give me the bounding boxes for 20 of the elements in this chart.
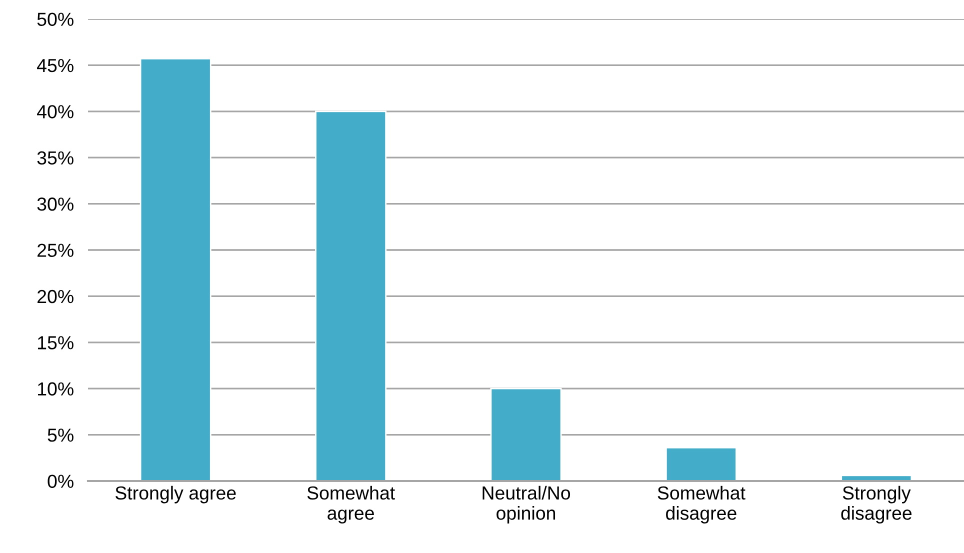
x-tick-label: Strongly disagree bbox=[841, 486, 912, 524]
bar bbox=[315, 110, 387, 481]
y-tick-label: 15% bbox=[38, 336, 74, 350]
y-tick-label: 30% bbox=[37, 198, 74, 211]
y-tick-label: 35% bbox=[37, 151, 74, 165]
y-tick-label: 40% bbox=[37, 105, 74, 118]
y-tick-label: 5% bbox=[48, 428, 74, 442]
y-tick-label: 45% bbox=[37, 58, 74, 72]
x-tick-label: Neutral/No opinion bbox=[482, 486, 570, 524]
y-tick-label: 50% bbox=[37, 12, 74, 26]
y-tick-label: 20% bbox=[38, 290, 74, 304]
y-tick-label: 10% bbox=[38, 382, 74, 396]
bar bbox=[140, 58, 212, 481]
x-tick-label: Strongly agree bbox=[115, 486, 236, 504]
y-tick-label: 25% bbox=[38, 244, 74, 257]
y-tick-label: 0% bbox=[48, 474, 74, 488]
bar bbox=[665, 447, 737, 481]
x-tick-label: Somewhat disagree bbox=[658, 486, 746, 524]
x-tick-label: Somewhat agree bbox=[307, 486, 395, 524]
bar bbox=[490, 388, 562, 481]
